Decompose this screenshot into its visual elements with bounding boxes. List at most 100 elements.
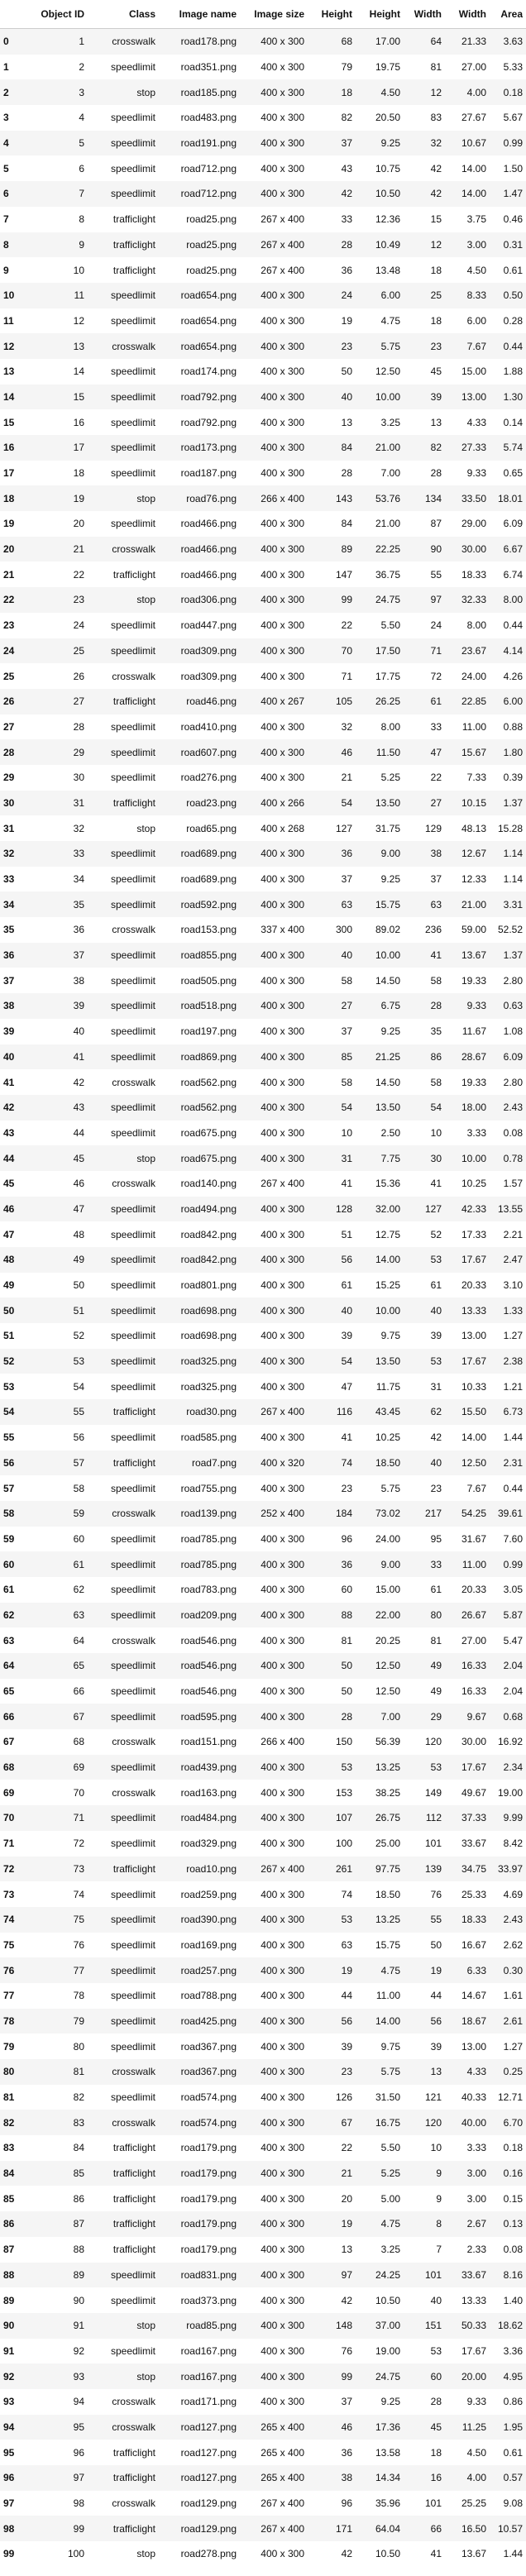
- cell-index: 62: [3, 1608, 15, 1621]
- cell-width-px: 25: [430, 289, 442, 302]
- header-object-id: Object ID: [28, 0, 88, 29]
- cell-image-name: road259.png: [180, 1888, 237, 1900]
- cell-height-px: 153: [335, 1786, 352, 1799]
- cell-height-px: 19: [341, 2218, 352, 2230]
- cell-image-name: road197.png: [180, 1025, 237, 1038]
- cell-area: 1.14: [503, 873, 523, 886]
- table-row: 45 46 crosswalk road140.png 267 x 400 41 15.36…: [0, 1170, 526, 1197]
- cell-class: trafficlight: [112, 1862, 155, 1875]
- cell-width-pct: 14.00: [461, 188, 486, 200]
- cell-image-size: 400 x 300: [261, 1584, 304, 1596]
- cell-area: 3.05: [503, 1584, 523, 1596]
- cell-height-px: 54: [341, 1102, 352, 1114]
- cell-class: speedlimit: [110, 1330, 155, 1342]
- cell-area: 1.80: [503, 746, 523, 758]
- cell-class: stop: [136, 1152, 155, 1164]
- cell-height-px: 36: [341, 848, 352, 860]
- cell-width-px: 38: [430, 848, 442, 860]
- cell-index: 17: [3, 467, 15, 480]
- cell-height-pct: 13.25: [375, 1914, 400, 1926]
- cell-class: speedlimit: [110, 162, 155, 174]
- cell-width-px: 101: [424, 1838, 442, 1850]
- cell-width-px: 41: [430, 1178, 442, 1190]
- cell-area: 0.13: [503, 2218, 523, 2230]
- cell-area: 1.40: [503, 2294, 523, 2306]
- cell-index: 57: [3, 1482, 15, 1494]
- cell-object-id: 26: [73, 670, 84, 682]
- cell-class: speedlimit: [110, 467, 155, 480]
- cell-class: speedlimit: [110, 1000, 155, 1012]
- cell-index: 1: [3, 61, 9, 74]
- cell-width-px: 28: [430, 2396, 442, 2408]
- cell-class: speedlimit: [110, 873, 155, 886]
- cell-image-name: road595.png: [180, 1710, 237, 1723]
- cell-index: 6: [3, 188, 9, 200]
- cell-index: 49: [3, 1279, 15, 1292]
- cell-area: 6.74: [503, 568, 523, 581]
- cell-image-size: 400 x 300: [261, 1938, 304, 1951]
- cell-height-pct: 15.75: [375, 898, 400, 910]
- table-row: 82 83 crosswalk road574.png 400 x 300 67 16.75…: [0, 2110, 526, 2136]
- cell-image-name: road447.png: [180, 619, 237, 632]
- cell-index: 61: [3, 1584, 15, 1596]
- cell-object-id: 90: [73, 2294, 84, 2306]
- cell-width-px: 50: [430, 1938, 442, 1951]
- cell-area: 5.74: [503, 442, 523, 454]
- cell-width-pct: 49.67: [461, 1786, 486, 1799]
- cell-class: speedlimit: [110, 1964, 155, 1976]
- cell-width-pct: 17.33: [461, 1228, 486, 1240]
- cell-area: 6.09: [503, 518, 523, 530]
- cell-width-px: 16: [430, 2472, 442, 2484]
- cell-height-px: 105: [335, 695, 352, 708]
- cell-height-px: 71: [341, 670, 352, 682]
- cell-image-name: road325.png: [180, 1380, 237, 1393]
- cell-width-px: 39: [430, 2040, 442, 2053]
- cell-area: 0.86: [503, 2396, 523, 2408]
- cell-width-px: 53: [430, 1355, 442, 1368]
- cell-index: 93: [3, 2396, 15, 2408]
- cell-class: trafficlight: [112, 264, 155, 276]
- cell-object-id: 55: [73, 1406, 84, 1418]
- cell-height-pct: 9.25: [380, 2396, 400, 2408]
- cell-height-px: 40: [341, 949, 352, 962]
- cell-width-px: 40: [430, 2294, 442, 2306]
- cell-height-px: 10: [341, 1126, 352, 1139]
- cell-class: speedlimit: [110, 366, 155, 378]
- cell-area: 9.08: [503, 2497, 523, 2510]
- cell-area: 0.39: [503, 772, 523, 784]
- cell-image-size: 400 x 300: [261, 36, 304, 48]
- cell-width-pct: 14.67: [461, 1990, 486, 2002]
- cell-height-pct: 4.75: [380, 2218, 400, 2230]
- cell-index: 25: [3, 670, 15, 682]
- cell-image-size: 400 x 300: [261, 2294, 304, 2306]
- cell-width-px: 41: [430, 949, 442, 962]
- cell-image-size: 400 x 300: [261, 1050, 304, 1063]
- cell-area: 1.33: [503, 1304, 523, 1317]
- cell-width-px: 151: [424, 2320, 442, 2332]
- cell-width-pct: 9.33: [466, 1000, 486, 1012]
- cell-height-pct: 4.50: [380, 86, 400, 98]
- cell-class: speedlimit: [110, 1050, 155, 1063]
- cell-width-px: 45: [430, 2421, 442, 2433]
- cell-index: 92: [3, 2370, 15, 2382]
- cell-image-size: 400 x 300: [261, 1254, 304, 1266]
- cell-height-pct: 11.50: [375, 746, 400, 758]
- cell-width-px: 72: [430, 670, 442, 682]
- cell-height-px: 74: [341, 1456, 352, 1469]
- cell-area: 2.80: [503, 1076, 523, 1088]
- cell-index: 44: [3, 1152, 15, 1164]
- cell-width-px: 19: [430, 1964, 442, 1976]
- cell-class: crosswalk: [112, 340, 155, 352]
- cell-height-pct: 20.25: [375, 1634, 400, 1646]
- cell-class: speedlimit: [110, 1304, 155, 1317]
- cell-index: 97: [3, 2497, 15, 2510]
- cell-height-pct: 13.50: [375, 1102, 400, 1114]
- cell-image-name: road169.png: [180, 1938, 237, 1951]
- cell-object-id: 53: [73, 1355, 84, 1368]
- table-row: 40 41 speedlimit road869.png 400 x 300 85 21.2…: [0, 1044, 526, 1070]
- cell-index: 38: [3, 1000, 15, 1012]
- cell-image-size: 400 x 300: [261, 2320, 304, 2332]
- cell-height-px: 171: [335, 2522, 352, 2535]
- cell-height-px: 84: [341, 518, 352, 530]
- cell-image-name: road129.png: [180, 2497, 237, 2510]
